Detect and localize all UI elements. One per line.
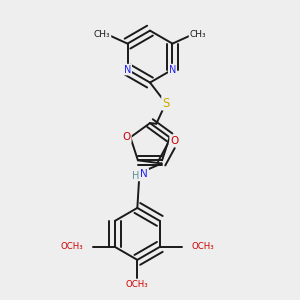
Text: S: S [162,97,169,110]
Text: OCH₃: OCH₃ [60,242,83,251]
Text: CH₃: CH₃ [94,30,110,39]
Text: OCH₃: OCH₃ [191,242,214,251]
Text: O: O [170,136,178,146]
Text: CH₃: CH₃ [190,30,206,39]
Text: N: N [169,64,176,75]
Text: O: O [122,132,131,142]
Text: H: H [132,170,140,181]
Text: N: N [140,169,148,178]
Text: OCH₃: OCH₃ [126,280,149,289]
Text: N: N [124,64,131,75]
